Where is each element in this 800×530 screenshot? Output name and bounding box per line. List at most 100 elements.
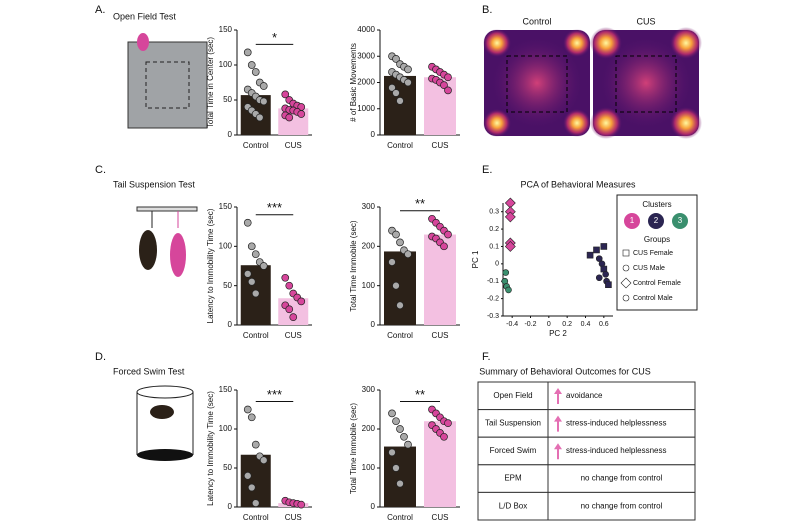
table-test: Forced Swim [490, 446, 537, 455]
data-point [297, 110, 306, 118]
data-point [396, 301, 404, 310]
bar [384, 446, 416, 507]
x-tick-label: 0.6 [599, 321, 609, 328]
data-point [392, 89, 400, 97]
data-point [440, 432, 448, 441]
data-point [251, 68, 260, 76]
y-axis-label: PC 1 [471, 250, 480, 268]
table-outcome: stress-induced helplessness [566, 446, 667, 455]
data-point [289, 313, 298, 321]
data-point [259, 82, 268, 90]
panel-letter: A. [95, 4, 105, 16]
legend-title: Groups [644, 235, 670, 244]
table-outcome: no change from control [581, 474, 663, 483]
table-cell [477, 381, 549, 411]
test-title: Forced Swim Test [113, 366, 185, 376]
point [605, 281, 612, 289]
data-point [388, 448, 396, 457]
data-point [444, 230, 452, 239]
y-tick-label: 150 [219, 202, 233, 211]
y-tick-label: 100 [219, 424, 233, 433]
legend-label: 3 [678, 216, 683, 225]
x-tick-label: CUS [432, 331, 449, 340]
data-point [440, 81, 448, 89]
panel-letter: E. [482, 164, 492, 176]
y-tick-label: 0.3 [489, 209, 499, 216]
table-cell [547, 381, 696, 411]
y-axis-label: Total Time Immobile (sec) [349, 403, 358, 494]
data-point [259, 456, 268, 465]
point [600, 243, 608, 250]
data-point [297, 297, 306, 306]
table-cell [477, 409, 549, 438]
data-point [251, 289, 260, 298]
y-tick-label: 3000 [357, 51, 375, 60]
y-tick-label: 2000 [357, 78, 375, 87]
y-axis-label: Total Time Immobile (sec) [349, 220, 358, 311]
y-tick-label: -0.3 [487, 313, 499, 320]
point [586, 251, 594, 259]
data-point [259, 97, 268, 106]
table-cell [547, 436, 696, 466]
point [622, 294, 630, 302]
data-point [251, 440, 260, 449]
significance-label: * [272, 30, 277, 45]
point [622, 249, 630, 257]
y-tick-label: 1000 [357, 104, 375, 113]
data-point [281, 273, 290, 282]
legend-swatch [624, 213, 640, 229]
table-cell [547, 409, 696, 438]
heatmap [483, 27, 702, 139]
data-point [247, 61, 256, 69]
y-tick-label: 0 [371, 320, 376, 329]
table-outcome: no change from control [581, 501, 663, 510]
data-point [285, 113, 294, 122]
table-test: Tail Suspension [485, 419, 541, 428]
y-tick-label: 300 [362, 385, 376, 394]
data-point [243, 218, 252, 227]
point [502, 269, 510, 276]
data-point [388, 258, 396, 266]
legend-swatch [648, 213, 664, 229]
heatmap-title: Control [522, 16, 551, 26]
data-point [392, 230, 400, 239]
chart-title: PCA of Behavioral Measures [520, 179, 636, 189]
forced-swim-icon [136, 385, 194, 461]
y-tick-label: -0.2 [487, 295, 499, 302]
data-point [281, 90, 290, 99]
panel-letter: F. [482, 351, 491, 363]
y-tick-label: 100 [219, 241, 233, 250]
x-tick-label: -0.2 [524, 321, 536, 328]
significance-label: ** [415, 196, 425, 211]
data-point [444, 73, 452, 82]
data-point [243, 471, 252, 480]
x-tick-label: Control [243, 141, 269, 150]
data-point [404, 440, 412, 449]
data-point [404, 65, 412, 74]
data-point [247, 277, 256, 286]
table-title: Summary of Behavioral Outcomes for CUS [479, 366, 651, 376]
x-tick-label: CUS [285, 331, 302, 340]
y-tick-label: 0 [228, 502, 233, 511]
y-tick-label: 0 [495, 261, 499, 268]
data-point [404, 250, 412, 259]
panel-letter: C. [95, 164, 106, 176]
table-test: EPM [504, 474, 522, 483]
x-tick-label: Control [243, 513, 269, 522]
y-tick-label: 100 [219, 60, 233, 69]
point [504, 211, 516, 223]
legend-label: 1 [630, 216, 635, 225]
x-tick-label: Control [243, 331, 269, 340]
y-tick-label: 0.1 [489, 243, 499, 250]
y-tick-label: 0 [228, 130, 233, 139]
x-tick-label: CUS [432, 141, 449, 150]
point [504, 241, 516, 252]
x-tick-label: Control [387, 141, 413, 150]
data-point [255, 113, 264, 122]
data-point [400, 432, 408, 441]
point [505, 286, 512, 294]
up-arrow [554, 443, 562, 460]
table-test: L/D Box [499, 501, 527, 510]
tail-suspension-icon [136, 206, 198, 277]
